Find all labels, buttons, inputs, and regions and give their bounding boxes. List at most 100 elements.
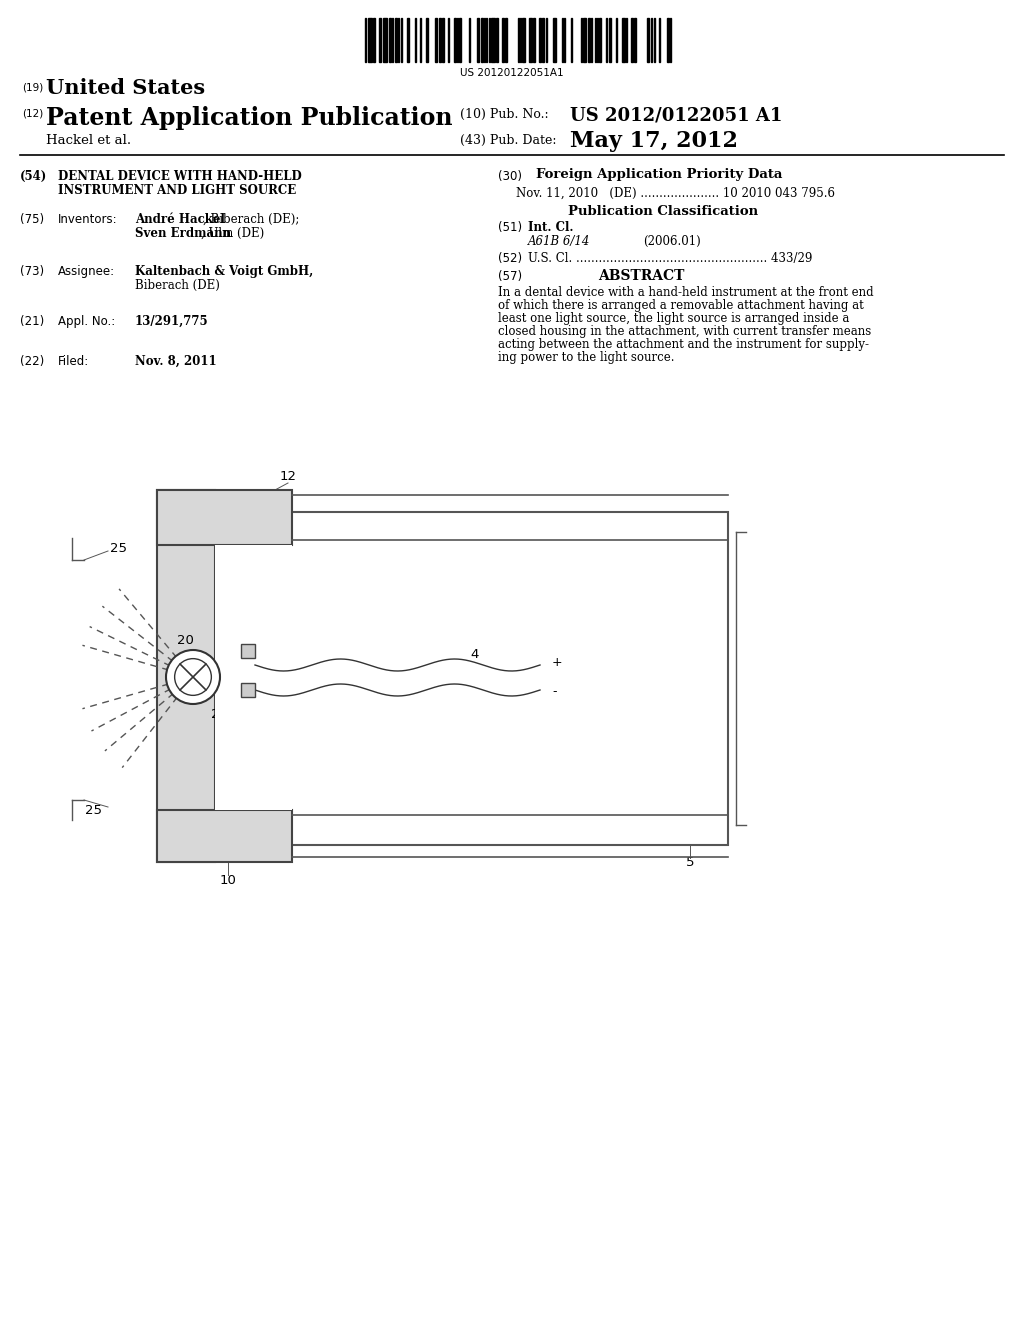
Bar [505, 18, 507, 62]
Bar [457, 18, 458, 62]
Text: United States: United States [46, 78, 205, 98]
Bar [215, 545, 292, 810]
Bar [439, 18, 441, 62]
Text: (21): (21) [20, 315, 44, 327]
Text: U.S. Cl. ................................................... 433/29: U.S. Cl. ...............................… [528, 252, 812, 265]
Text: (30): (30) [498, 170, 522, 183]
Text: (12): (12) [22, 108, 43, 117]
Bar [581, 18, 582, 62]
Text: André Hackel: André Hackel [135, 213, 225, 226]
Text: ABSTRACT: ABSTRACT [598, 269, 684, 282]
Text: INSTRUMENT AND LIGHT SOURCE: INSTRUMENT AND LIGHT SOURCE [58, 183, 296, 197]
Text: Sven Erdmann: Sven Erdmann [135, 227, 231, 240]
Bar [490, 18, 495, 62]
Text: , Ulm (DE): , Ulm (DE) [201, 227, 264, 240]
Text: A61B 6/14: A61B 6/14 [528, 235, 591, 248]
Bar [388, 18, 390, 62]
Bar [615, 18, 617, 62]
Text: Publication Classification: Publication Classification [568, 205, 758, 218]
Bar [477, 18, 478, 62]
Text: Hackel et al.: Hackel et al. [46, 135, 131, 147]
Bar [502, 18, 504, 62]
Text: acting between the attachment and the instrument for supply-: acting between the attachment and the in… [498, 338, 869, 351]
Bar [285, 512, 728, 845]
Text: 22: 22 [211, 708, 228, 721]
Text: (57): (57) [498, 271, 522, 282]
Text: Nov. 11, 2010   (DE) ..................... 10 2010 043 795.6: Nov. 11, 2010 (DE) .....................… [516, 187, 835, 201]
Text: Kaltenbach & Voigt GmbH,: Kaltenbach & Voigt GmbH, [135, 265, 313, 279]
Bar [157, 490, 292, 545]
Text: (75): (75) [20, 213, 44, 226]
Text: US 2012/0122051 A1: US 2012/0122051 A1 [570, 106, 782, 124]
Text: Appl. No.:: Appl. No.: [58, 315, 116, 327]
Text: ing power to the light source.: ing power to the light source. [498, 351, 675, 364]
Bar [426, 18, 427, 62]
Text: (22): (22) [20, 355, 44, 368]
Bar [599, 18, 601, 62]
Text: 13/291,775: 13/291,775 [135, 315, 209, 327]
Text: 20: 20 [176, 634, 194, 647]
Text: , Biberach (DE);: , Biberach (DE); [203, 213, 299, 226]
Bar [488, 18, 490, 62]
Text: 10: 10 [219, 874, 237, 887]
Bar [622, 18, 625, 62]
Bar [539, 18, 541, 62]
Bar [583, 18, 586, 62]
Bar [395, 18, 397, 62]
Text: of which there is arranged a removable attachment having at: of which there is arranged a removable a… [498, 300, 864, 312]
Text: 25: 25 [85, 804, 102, 817]
Text: Int. Cl.: Int. Cl. [528, 220, 573, 234]
Bar [241, 682, 255, 697]
Bar [647, 18, 649, 62]
Text: Biberach (DE): Biberach (DE) [135, 279, 220, 292]
Text: US 20120122051A1: US 20120122051A1 [460, 69, 564, 78]
Text: 4: 4 [470, 648, 478, 661]
Text: (10) Pub. No.:: (10) Pub. No.: [460, 108, 549, 121]
Text: Nov. 8, 2011: Nov. 8, 2011 [135, 355, 217, 368]
Text: (19): (19) [22, 82, 43, 92]
Bar [542, 18, 544, 62]
Text: Patent Application Publication: Patent Application Publication [46, 106, 453, 129]
Bar [529, 18, 532, 62]
Bar [157, 490, 215, 862]
Bar [373, 18, 375, 62]
Text: Filed:: Filed: [58, 355, 89, 368]
Bar [634, 18, 636, 62]
Bar [368, 18, 372, 62]
Bar [534, 18, 535, 62]
Text: least one light source, the light source is arranged inside a: least one light source, the light source… [498, 312, 849, 325]
Bar [553, 18, 555, 62]
Bar [480, 18, 482, 62]
Bar [519, 18, 521, 62]
Bar [609, 18, 611, 62]
Text: May 17, 2012: May 17, 2012 [570, 129, 738, 152]
Bar [241, 644, 255, 657]
Text: (43) Pub. Date:: (43) Pub. Date: [460, 135, 556, 147]
Text: 5: 5 [686, 857, 694, 870]
Text: (52): (52) [498, 252, 522, 265]
Bar [383, 18, 387, 62]
Bar [157, 810, 292, 862]
Bar [379, 18, 381, 62]
Text: 25: 25 [110, 541, 127, 554]
Text: (2006.01): (2006.01) [643, 235, 700, 248]
Bar [522, 18, 525, 62]
Bar [435, 18, 437, 62]
Bar [588, 18, 590, 62]
Text: In a dental device with a hand-held instrument at the front end: In a dental device with a hand-held inst… [498, 286, 873, 300]
Circle shape [166, 649, 220, 704]
Text: closed housing in the attachment, with current transfer means: closed housing in the attachment, with c… [498, 325, 871, 338]
Bar [459, 18, 461, 62]
Bar [442, 18, 443, 62]
Text: DENTAL DEVICE WITH HAND-HELD: DENTAL DEVICE WITH HAND-HELD [58, 170, 302, 183]
Text: 12: 12 [280, 470, 297, 483]
Bar [653, 18, 655, 62]
Bar [447, 18, 449, 62]
Bar [667, 18, 669, 62]
Bar [407, 18, 409, 62]
Text: (73): (73) [20, 265, 44, 279]
Bar [454, 18, 456, 62]
Bar [631, 18, 633, 62]
Bar [391, 18, 393, 62]
Text: (51): (51) [498, 220, 522, 234]
